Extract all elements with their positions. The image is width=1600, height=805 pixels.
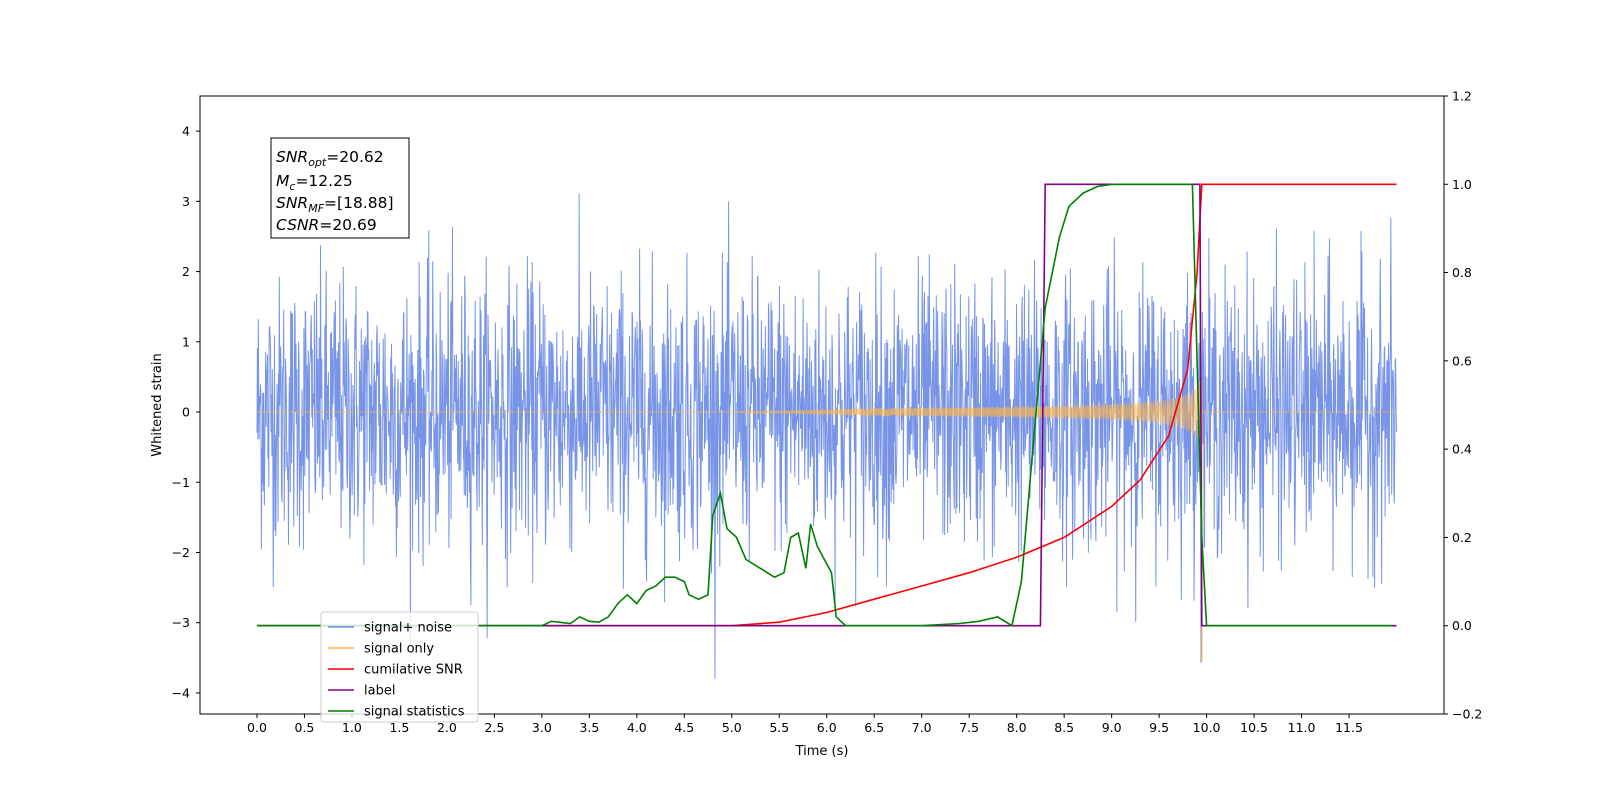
y-axis-right: −0.2 0.0 0.2 0.4 0.6 0.8 1.0 1.2 <box>1444 89 1482 722</box>
y-right-tick-label: −0.2 <box>1452 707 1482 722</box>
svg-text:SNRMF=[18.88]: SNRMF=[18.88] <box>276 194 394 215</box>
plot-frame <box>199 95 1445 715</box>
legend-label: cumilative SNR <box>364 663 463 678</box>
svg-text:Mc=12.25: Mc=12.25 <box>276 172 353 193</box>
x-tick-label: 5.0 <box>722 720 742 735</box>
x-tick-label: 4.5 <box>674 720 694 735</box>
svg-text:SNRopt=20.62: SNRopt=20.62 <box>276 148 384 169</box>
legend-label: signal statistics <box>364 705 465 720</box>
y-right-tick-label: 1.0 <box>1452 177 1472 192</box>
x-tick-label: 3.5 <box>579 720 599 735</box>
x-tick-label: 2.0 <box>437 720 457 735</box>
x-tick-label: 8.0 <box>1007 720 1027 735</box>
x-tick-label: 2.5 <box>484 720 504 735</box>
y-left-tick-label: 3 <box>182 194 190 209</box>
y-right-tick-label: 0.0 <box>1452 618 1472 633</box>
x-tick-label: 7.0 <box>912 720 932 735</box>
series-signal-only-line <box>257 379 1397 446</box>
x-tick-label: 0.5 <box>295 720 315 735</box>
x-axis-label: Time (s) <box>795 744 849 759</box>
x-tick-label: 10.5 <box>1240 720 1268 735</box>
y-right-tick-label: 0.6 <box>1452 353 1472 368</box>
y-left-tick-label: −1 <box>172 475 190 490</box>
y-right-tick-label: 0.4 <box>1452 442 1472 457</box>
y-left-tick-label: 4 <box>182 124 190 139</box>
y-left-tick-label: 2 <box>182 264 190 279</box>
x-axis: 0.0 0.5 1.0 1.5 2.0 2.5 3.0 3.5 4.0 4.5 5.0 5.5 6.0 6… <box>247 714 1363 735</box>
y-left-tick-label: −3 <box>172 615 190 630</box>
y-left-tick-label: −4 <box>172 685 190 700</box>
x-tick-label: 6.0 <box>817 720 837 735</box>
annot-mc: =12.25 <box>295 172 352 190</box>
y-axis-left: −4 −3 −2 −1 0 1 2 3 4 <box>172 124 200 700</box>
legend-label: label <box>364 684 395 699</box>
annot-snr-opt: =20.62 <box>326 148 383 166</box>
annotation-box: SNRopt=20.62 Mc=12.25 SNRMF=[18.88] CSNR… <box>270 137 410 239</box>
y-left-tick-label: −2 <box>172 545 190 560</box>
x-tick-label: 9.0 <box>1102 720 1122 735</box>
y-right-tick-label: 0.8 <box>1452 265 1472 280</box>
y-axis-label-left: Whitened strain <box>150 353 165 456</box>
x-tick-label: 8.5 <box>1054 720 1074 735</box>
series-signal-statistics-line <box>257 183 1392 627</box>
x-tick-label: 0.0 <box>247 720 267 735</box>
y-right-tick-label: 1.2 <box>1452 89 1472 104</box>
series-signal-noise-line <box>256 193 1397 679</box>
legend: signal+ noise signal only cumilative SNR la… <box>320 611 479 723</box>
x-tick-label: 5.5 <box>769 720 789 735</box>
annot-snr-mf: =[18.88] <box>324 194 393 212</box>
x-tick-label: 6.5 <box>864 720 884 735</box>
y-left-tick-label: 1 <box>182 334 190 349</box>
x-tick-label: 3.0 <box>532 720 552 735</box>
legend-label: signal only <box>364 642 434 657</box>
y-left-tick-label: 0 <box>182 405 190 420</box>
legend-label: signal+ noise <box>364 621 452 636</box>
svg-text:CSNR=20.69: CSNR=20.69 <box>276 216 377 234</box>
x-tick-label: 7.5 <box>959 720 979 735</box>
series-cumulative-snr-line <box>257 183 1397 627</box>
x-tick-label: 1.5 <box>389 720 409 735</box>
x-tick-label: 4.0 <box>627 720 647 735</box>
x-tick-label: 11.0 <box>1288 720 1316 735</box>
x-tick-label: 1.0 <box>342 720 362 735</box>
x-tick-label: 9.5 <box>1149 720 1169 735</box>
annot-csnr: =20.69 <box>319 216 376 234</box>
y-right-tick-label: 0.2 <box>1452 530 1472 545</box>
x-tick-label: 11.5 <box>1335 720 1363 735</box>
x-tick-label: 10.0 <box>1193 720 1221 735</box>
